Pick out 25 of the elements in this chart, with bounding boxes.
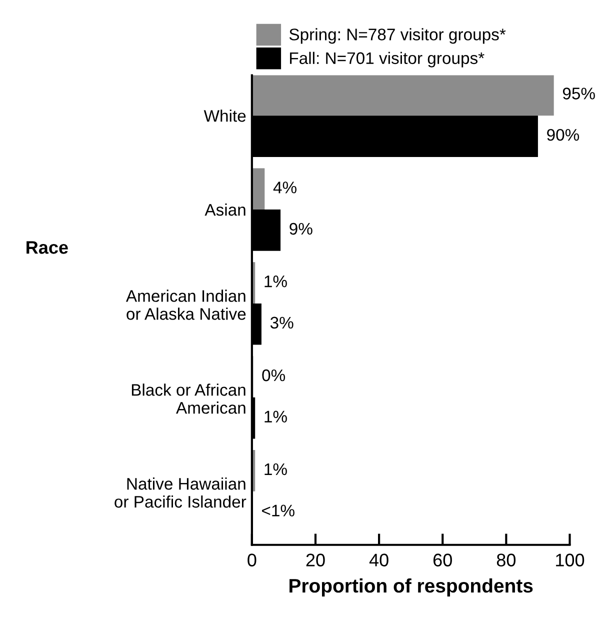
data-label: 3%	[270, 316, 294, 329]
data-label: <1%	[262, 504, 294, 516]
data-label: 1%	[264, 410, 287, 422]
x-tick-label: 100	[556, 554, 584, 566]
x-tick-label: 60	[433, 554, 452, 566]
data-label: 9%	[290, 222, 312, 235]
y-axis-title: Race	[26, 241, 68, 254]
y-tick-label: White	[204, 110, 246, 122]
y-tick-label: Native Hawaiian or Pacific Islander	[114, 478, 246, 508]
y-tick-label: Black or African American	[132, 384, 246, 414]
data-label: 90%	[547, 128, 580, 141]
x-tick-label: 0	[248, 554, 256, 566]
x-axis-title: Proportion of respondents	[290, 578, 533, 596]
x-tick-label: 80	[496, 554, 516, 566]
data-label: 4%	[273, 182, 296, 194]
data-label: 0%	[262, 369, 286, 382]
x-tick-label: 40	[369, 554, 388, 566]
legend-label: Fall: N=701 visitor groups*	[290, 52, 484, 68]
y-tick-label: Asian	[204, 204, 246, 216]
legend-label: Spring: N=787 visitor groups*	[289, 28, 506, 44]
x-tick-label: 20	[306, 554, 325, 566]
data-label: 1%	[264, 463, 287, 476]
data-label: 95%	[562, 88, 595, 100]
data-label: 1%	[264, 276, 287, 288]
y-tick-label: American Indian or Alaska Native	[126, 290, 246, 320]
